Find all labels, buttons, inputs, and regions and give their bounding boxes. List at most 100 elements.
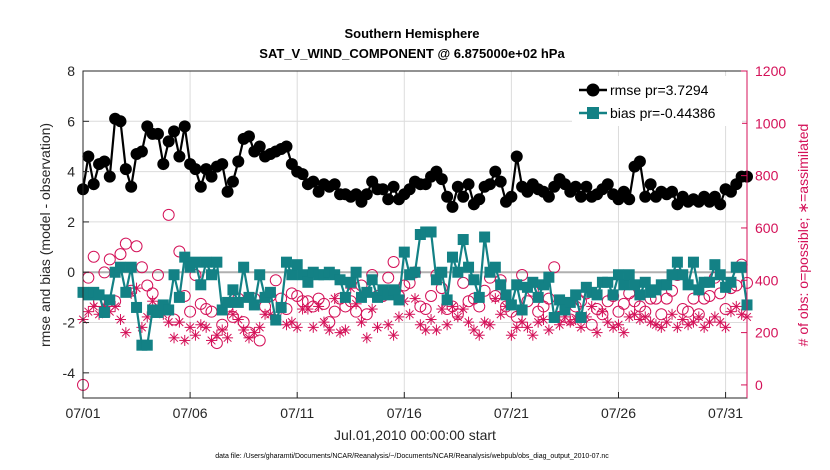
rmse-point (307, 175, 320, 188)
bias-point (409, 266, 421, 278)
x-tick-label: 07/11 (280, 405, 314, 421)
assimilated-obs-point (291, 321, 303, 333)
bias-point (666, 269, 678, 281)
x-tick-label: 07/21 (494, 405, 529, 421)
x-tick-label: 07/06 (173, 405, 208, 421)
asterisk-stroke (592, 328, 602, 337)
rmse-point (376, 183, 389, 196)
bias-point (479, 231, 491, 243)
asterisk-stroke (646, 317, 655, 327)
asterisk-stroke (384, 320, 393, 329)
bias-point (334, 274, 346, 286)
rmse-point (575, 190, 587, 203)
rmse-point (205, 170, 218, 183)
bias-point (243, 291, 255, 303)
rmse-point (103, 170, 116, 183)
asterisk-stroke (469, 325, 479, 335)
asterisk-stroke (196, 320, 206, 329)
assimilated-obs-point (489, 293, 501, 305)
asterisk-stroke (223, 333, 232, 343)
x-tick-label: 07/31 (708, 405, 743, 421)
possible-obs-point (253, 334, 266, 347)
rmse-point (135, 145, 148, 158)
rmse-point (601, 178, 614, 191)
possible-obs-point (419, 303, 432, 316)
bias-point (297, 269, 309, 281)
rmse-point (446, 200, 459, 213)
series-assimilated (77, 282, 753, 346)
asterisk-stroke (164, 317, 173, 327)
bias-point (564, 296, 576, 308)
bias-point (195, 279, 207, 291)
asterisk-stroke (89, 302, 98, 311)
rmse-point (435, 173, 448, 186)
bias-point (473, 291, 485, 303)
y-tick-label: 6 (67, 113, 75, 129)
asterisk-stroke (458, 304, 468, 314)
rmse-point (253, 140, 266, 153)
asterisk-stroke (587, 302, 596, 311)
bias-point (538, 279, 550, 291)
asterisk-stroke (619, 328, 629, 337)
bias-point (179, 251, 191, 263)
assimilated-obs-point (586, 300, 598, 312)
assimilated-obs-point (661, 316, 673, 328)
assimilated-obs-point (511, 321, 523, 333)
possible-obs-point (585, 318, 598, 331)
asterisk-stroke (630, 310, 639, 319)
asterisk-stroke (475, 331, 484, 340)
bias-point (457, 234, 469, 246)
y-tick-label: 8 (67, 63, 75, 79)
assimilated-obs-point (216, 324, 228, 336)
asterisk-stroke (641, 312, 650, 322)
bias-point (398, 246, 410, 258)
asterisk-stroke (185, 323, 195, 332)
bias-point (302, 276, 314, 288)
rmse-point (173, 150, 186, 163)
bias-point (98, 306, 110, 318)
assimilated-obs-point (495, 308, 507, 320)
bias-point (575, 312, 587, 324)
asterisk-stroke (496, 310, 505, 319)
data-file-note: data file: /Users/gharamti/Documents/NCA… (215, 453, 609, 460)
asterisk-stroke (716, 317, 725, 327)
assimilated-obs-point (639, 311, 651, 323)
asterisk-stroke (678, 315, 687, 324)
assimilated-obs-point (339, 324, 351, 336)
bias-point (361, 286, 373, 298)
assimilated-obs-point (388, 329, 400, 341)
asterisk-stroke (309, 323, 318, 332)
rmse-point (457, 190, 470, 203)
asterisk-stroke (432, 325, 441, 335)
bias-point (725, 276, 737, 288)
bias-point (554, 294, 566, 306)
assimilated-obs-point (179, 334, 191, 346)
assimilated-obs-point (200, 321, 212, 333)
asterisk-stroke (389, 331, 398, 340)
rmse-point (151, 127, 164, 140)
assimilated-obs-point (382, 319, 394, 331)
rmse-point (98, 155, 111, 168)
rmse-point (125, 180, 138, 193)
rmse-point (714, 198, 727, 211)
x-tick-label: 07/16 (387, 405, 422, 421)
asterisk-stroke (539, 315, 548, 324)
asterisk-stroke (330, 294, 339, 303)
bias-point (275, 301, 287, 313)
x-tick-label: 07/01 (65, 405, 100, 421)
assimilated-obs-point (505, 329, 517, 341)
series-rmse pr=3.7294 (77, 112, 753, 213)
assimilated-obs-point (479, 316, 491, 328)
possible-obs-point (151, 269, 164, 282)
asterisk-stroke (314, 302, 323, 311)
bias-point (222, 296, 234, 308)
assimilated-obs-point (725, 306, 737, 318)
assimilated-obs-point (329, 293, 341, 305)
y-right-tick-label: 1000 (755, 115, 786, 131)
asterisk-stroke (405, 310, 414, 319)
bias-point (548, 312, 560, 324)
bias-point (618, 279, 630, 291)
assimilated-obs-point (612, 319, 624, 331)
assimilated-obs-point (189, 329, 201, 341)
assimilated-obs-point (618, 327, 630, 339)
